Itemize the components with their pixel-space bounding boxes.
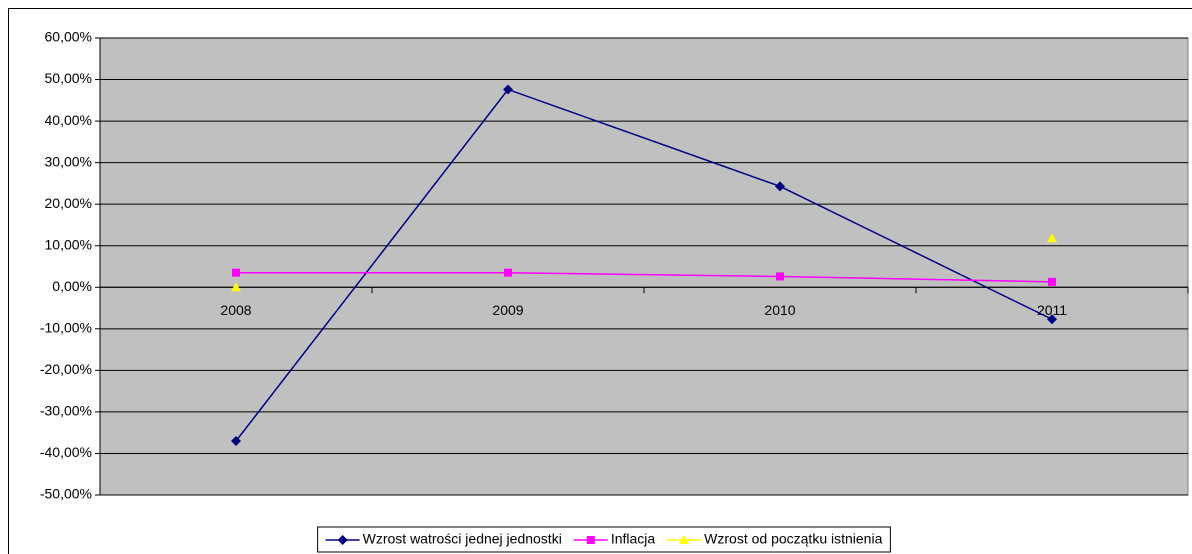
y-tick-label: 10,00%: [45, 236, 92, 252]
marker: [337, 535, 348, 545]
y-tick-label: -20,00%: [40, 361, 92, 377]
y-tick-label: 60,00%: [45, 29, 92, 45]
y-tick-label: -30,00%: [40, 403, 92, 419]
marker: [504, 268, 512, 277]
series-line: [236, 271, 1053, 283]
marker: [503, 84, 513, 95]
x-tick-label: 2009: [492, 302, 523, 318]
marker: [1048, 277, 1056, 286]
x-tick-label: 2010: [764, 302, 795, 318]
marker: [586, 536, 595, 544]
legend: Wzrost watrości jednej jednostki Inflacja…: [317, 526, 891, 553]
y-tick-label: -50,00%: [40, 486, 92, 502]
y-tick-label: 20,00%: [45, 195, 92, 211]
marker: [679, 535, 690, 544]
legend-label: Inflacja: [611, 531, 656, 547]
y-tick-label: -40,00%: [40, 444, 92, 460]
y-tick-label: 50,00%: [45, 70, 92, 86]
legend-label: Wzrost watrości jednej jednostki: [363, 531, 562, 547]
y-tick-label: 0,00%: [52, 278, 92, 294]
marker: [231, 435, 241, 446]
y-tick-label: 40,00%: [45, 112, 92, 128]
x-tick-label: 2008: [220, 302, 251, 318]
marker: [232, 268, 240, 277]
marker: [775, 181, 785, 192]
marker: [1047, 314, 1057, 325]
plot-area: [99, 37, 1189, 496]
x-tick-label: 2011: [1037, 302, 1067, 318]
marker: [1047, 233, 1057, 243]
y-tick-label: -10,00%: [40, 320, 92, 336]
marker: [231, 282, 241, 292]
y-tick-label: 30,00%: [45, 153, 92, 169]
series-line: [235, 88, 1053, 442]
marker: [776, 272, 784, 281]
legend-label: Wzrost od początku istnienia: [704, 531, 882, 547]
